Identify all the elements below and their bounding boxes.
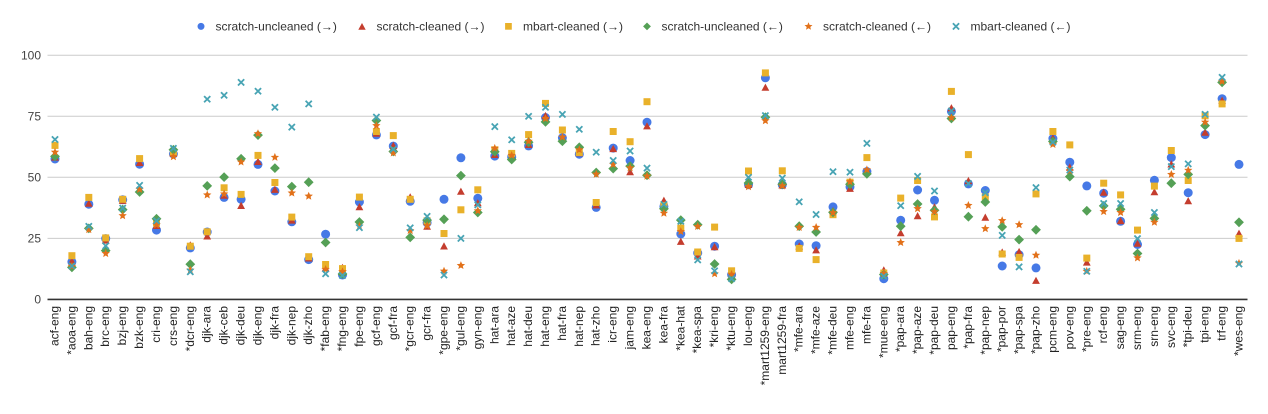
svg-text:bah-eng: bah-eng bbox=[81, 306, 95, 350]
svg-text:djk-ceb: djk-ceb bbox=[217, 306, 231, 345]
svg-text:hat-eng: hat-eng bbox=[538, 306, 552, 347]
svg-text:*kea-hat: *kea-hat bbox=[673, 305, 687, 350]
svg-text:scratch-cleaned (←): scratch-cleaned (←) bbox=[823, 20, 931, 34]
svg-text:hat-deu: hat-deu bbox=[521, 306, 535, 347]
svg-text:djk-ara: djk-ara bbox=[200, 306, 214, 343]
svg-text:cri-eng: cri-eng bbox=[149, 306, 163, 343]
svg-text:*wes-eng: *wes-eng bbox=[1232, 306, 1246, 356]
svg-text:100: 100 bbox=[21, 48, 41, 62]
svg-text:djk-deu: djk-deu bbox=[234, 306, 248, 345]
svg-text:gyn-eng: gyn-eng bbox=[470, 306, 484, 349]
svg-text:djk-fra: djk-fra bbox=[267, 306, 281, 340]
svg-text:scratch-uncleaned (→): scratch-uncleaned (→) bbox=[216, 20, 337, 34]
svg-text:kea-fra: kea-fra bbox=[656, 306, 670, 344]
svg-text:*pap-spa: *pap-spa bbox=[1012, 306, 1026, 354]
svg-text:scratch-uncleaned (←): scratch-uncleaned (←) bbox=[662, 20, 783, 34]
svg-text:gcr-fra: gcr-fra bbox=[420, 306, 434, 341]
svg-text:hat-nep: hat-nep bbox=[572, 306, 586, 347]
svg-text:hat-fra: hat-fra bbox=[555, 306, 569, 341]
svg-text:*mfe-ara: *mfe-ara bbox=[792, 306, 806, 352]
svg-text:mart1259-fra: mart1259-fra bbox=[775, 306, 789, 375]
svg-text:*fab-eng: *fab-eng bbox=[318, 306, 332, 351]
svg-text:fpe-eng: fpe-eng bbox=[352, 306, 366, 347]
svg-text:*gpe-eng: *gpe-eng bbox=[437, 306, 451, 355]
svg-text:tpi-eng: tpi-eng bbox=[1198, 306, 1212, 343]
svg-text:acf-eng: acf-eng bbox=[48, 306, 62, 346]
svg-text:crs-eng: crs-eng bbox=[166, 306, 180, 346]
svg-text:75: 75 bbox=[28, 109, 42, 123]
svg-text:kea-eng: kea-eng bbox=[640, 306, 654, 349]
svg-text:*tpi-deu: *tpi-deu bbox=[1181, 306, 1195, 347]
svg-text:25: 25 bbox=[28, 231, 42, 245]
svg-text:0: 0 bbox=[34, 292, 41, 306]
svg-text:*fng-eng: *fng-eng bbox=[335, 306, 349, 351]
svg-text:*gcr-eng: *gcr-eng bbox=[403, 306, 417, 351]
svg-text:bzj-eng: bzj-eng bbox=[115, 306, 129, 345]
svg-text:*kea-spa: *kea-spa bbox=[690, 306, 704, 354]
svg-text:*pap-deu: *pap-deu bbox=[927, 306, 941, 355]
svg-text:rcf-eng: rcf-eng bbox=[1096, 306, 1110, 343]
svg-text:gcf-fra: gcf-fra bbox=[386, 306, 400, 340]
svg-text:pcm-eng: pcm-eng bbox=[1045, 306, 1059, 353]
svg-text:bzk-eng: bzk-eng bbox=[132, 306, 146, 349]
svg-text:hat-zho: hat-zho bbox=[589, 306, 603, 346]
svg-text:mbart-cleaned (→): mbart-cleaned (→) bbox=[523, 20, 623, 34]
svg-text:*gul-eng: *gul-eng bbox=[453, 306, 467, 351]
svg-text:*pap-fra: *pap-fra bbox=[961, 306, 975, 349]
svg-text:*aoa-eng: *aoa-eng bbox=[64, 306, 78, 355]
svg-text:mbart-cleaned (←): mbart-cleaned (←) bbox=[971, 20, 1071, 34]
svg-text:*pap-ara: *pap-ara bbox=[893, 306, 907, 352]
svg-text:djk-zho: djk-zho bbox=[301, 306, 315, 345]
svg-text:*pap-zho: *pap-zho bbox=[1029, 306, 1043, 354]
svg-text:icr-eng: icr-eng bbox=[606, 306, 620, 343]
svg-text:*mue-eng: *mue-eng bbox=[876, 306, 890, 358]
svg-text:hat-aze: hat-aze bbox=[504, 306, 518, 346]
svg-text:*pap-por: *pap-por bbox=[995, 306, 1009, 352]
svg-text:*pap-nep: *pap-nep bbox=[978, 306, 992, 355]
svg-text:srm-eng: srm-eng bbox=[1130, 306, 1144, 350]
svg-text:*mart1259-eng: *mart1259-eng bbox=[758, 306, 772, 385]
svg-text:sag-eng: sag-eng bbox=[1113, 306, 1127, 349]
svg-text:hat-ara: hat-ara bbox=[487, 306, 501, 344]
svg-text:50: 50 bbox=[28, 170, 42, 184]
svg-text:djk-eng: djk-eng bbox=[251, 306, 265, 345]
svg-text:*kri-eng: *kri-eng bbox=[707, 306, 721, 347]
svg-text:gcf-eng: gcf-eng bbox=[369, 306, 383, 346]
svg-text:djk-nep: djk-nep bbox=[284, 306, 298, 346]
svg-text:svc-eng: svc-eng bbox=[1164, 306, 1178, 348]
svg-text:pap-eng: pap-eng bbox=[944, 306, 958, 350]
svg-text:*pap-aze: *pap-aze bbox=[910, 306, 924, 354]
svg-text:*dcr-eng: *dcr-eng bbox=[183, 306, 197, 351]
svg-text:brc-eng: brc-eng bbox=[98, 306, 112, 347]
svg-text:trf-eng: trf-eng bbox=[1215, 306, 1229, 341]
svg-text:pov-eng: pov-eng bbox=[1062, 306, 1076, 349]
svg-text:*mfe-aze: *mfe-aze bbox=[809, 306, 823, 354]
svg-text:mfe-fra: mfe-fra bbox=[859, 306, 873, 344]
svg-text:scratch-cleaned (→): scratch-cleaned (→) bbox=[377, 20, 485, 34]
svg-text:*mfe-deu: *mfe-deu bbox=[826, 306, 840, 355]
svg-text:srn-eng: srn-eng bbox=[1147, 306, 1161, 347]
svg-text:jam-eng: jam-eng bbox=[623, 306, 637, 350]
svg-text:*pre-eng: *pre-eng bbox=[1079, 306, 1093, 352]
svg-text:*ktu-eng: *ktu-eng bbox=[724, 306, 738, 351]
svg-text:lou-eng: lou-eng bbox=[741, 306, 755, 346]
svg-text:mfe-eng: mfe-eng bbox=[843, 306, 857, 350]
